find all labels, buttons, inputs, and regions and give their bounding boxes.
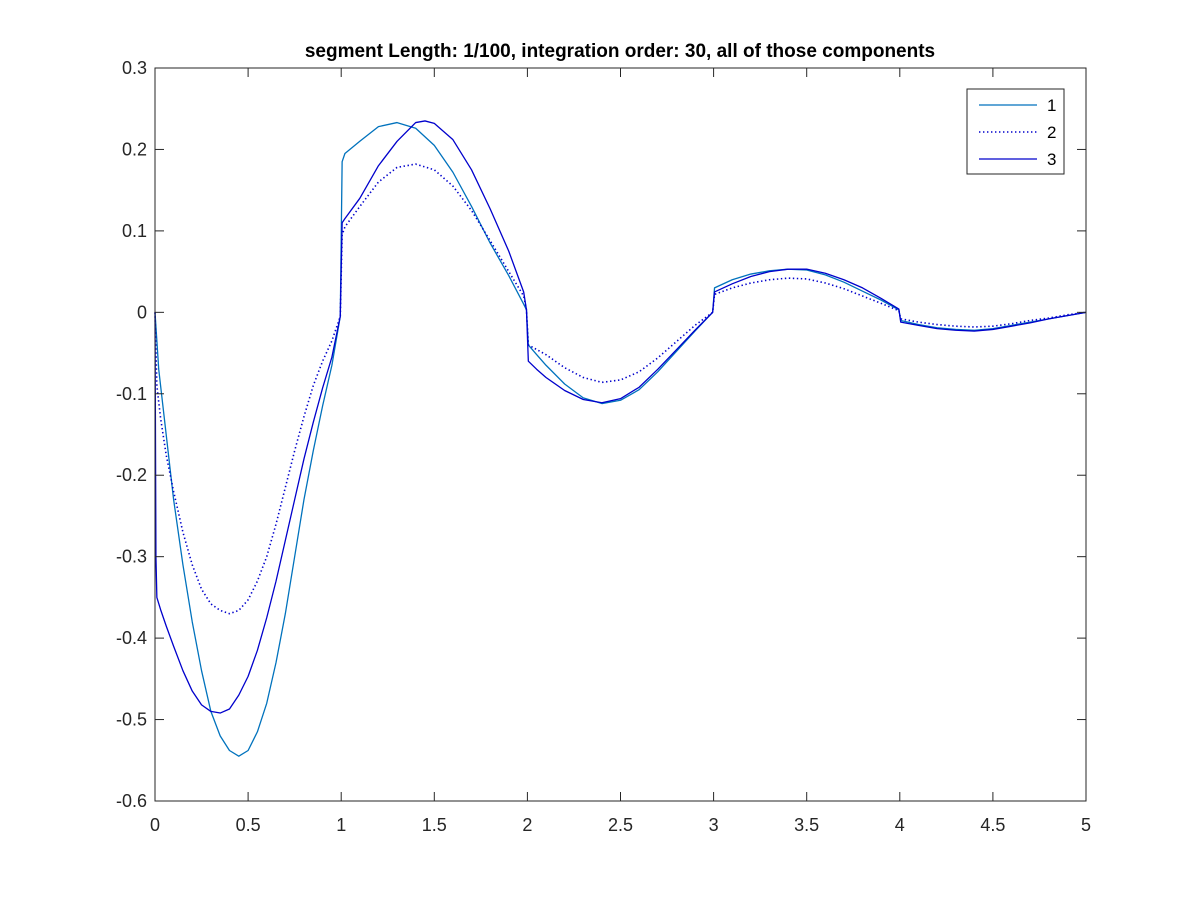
x-tick-label: 0 xyxy=(150,815,160,835)
y-tick-label: 0.3 xyxy=(122,58,147,78)
axes-box xyxy=(154,67,1087,802)
x-tick-label: 4 xyxy=(895,815,905,835)
legend: 1 2 3 xyxy=(966,88,1065,175)
y-tick-label: 0.2 xyxy=(122,139,147,159)
x-tick-label: 2 xyxy=(522,815,532,835)
y-tick-label: -0.3 xyxy=(116,547,147,567)
x-tick-label: 1.5 xyxy=(422,815,447,835)
chart-title: segment Length: 1/100, integration order… xyxy=(305,41,935,62)
legend-label-3: 3 xyxy=(1047,150,1056,169)
y-tick-label: -0.2 xyxy=(116,465,147,485)
x-tick-label: 3 xyxy=(709,815,719,835)
legend-label-1: 1 xyxy=(1047,96,1056,115)
x-tick-label: 5 xyxy=(1081,815,1091,835)
plot-curves xyxy=(154,120,1087,757)
y-tick-label: 0.1 xyxy=(122,221,147,241)
x-tick-label: 2.5 xyxy=(608,815,633,835)
y-tick-label: -0.6 xyxy=(116,791,147,811)
x-tick-label: 3.5 xyxy=(794,815,819,835)
legend-label-2: 2 xyxy=(1047,123,1056,142)
y-tick-label: 0 xyxy=(137,302,147,322)
axis-ticks: 0 0.5 1 1.5 2 2.5 3 3.5 4 4.5 5 -0.6 -0.5 -0.4 -0.3 -0.… xyxy=(116,58,1091,835)
series-line-2 xyxy=(154,163,1087,615)
y-tick-label: -0.4 xyxy=(116,628,147,648)
y-tick-label: -0.1 xyxy=(116,384,147,404)
x-tick-label: 4.5 xyxy=(980,815,1005,835)
series-line-1 xyxy=(154,121,1087,757)
series-line-3 xyxy=(154,120,1087,714)
x-tick-label: 0.5 xyxy=(236,815,261,835)
y-tick-label: -0.5 xyxy=(116,710,147,730)
x-tick-label: 1 xyxy=(336,815,346,835)
